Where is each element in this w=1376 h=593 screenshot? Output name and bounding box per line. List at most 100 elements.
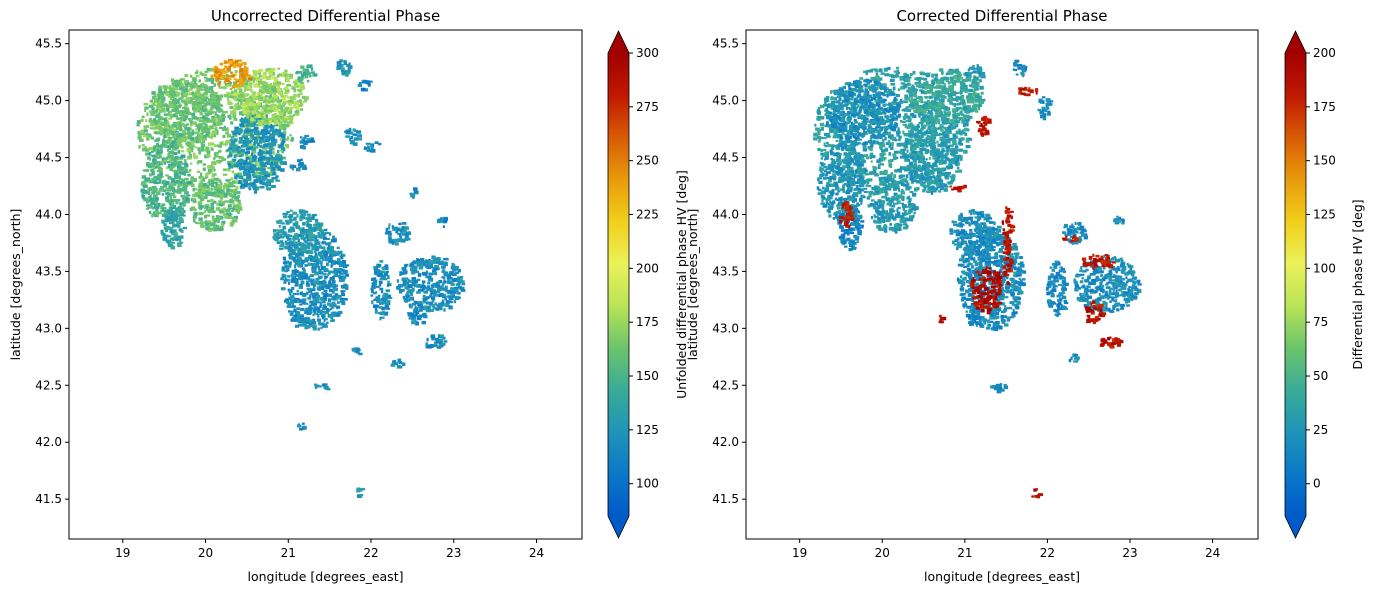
echo-cell bbox=[415, 300, 418, 305]
echo-cell bbox=[301, 294, 305, 297]
echo-cell bbox=[219, 104, 224, 107]
echo-cell bbox=[322, 307, 325, 311]
echo-cell bbox=[277, 129, 282, 133]
echo-cell bbox=[218, 110, 221, 113]
echo-cell bbox=[213, 114, 219, 119]
echo-cell bbox=[428, 344, 433, 348]
echo-cell bbox=[444, 285, 448, 290]
echo-cell bbox=[343, 61, 348, 66]
echo-cell bbox=[339, 297, 344, 301]
echo-cell bbox=[380, 273, 384, 276]
echo-cell bbox=[396, 286, 399, 290]
echo-cell bbox=[374, 291, 378, 294]
echo-cell bbox=[206, 125, 212, 129]
echo-cell bbox=[406, 291, 411, 294]
echo-cell bbox=[189, 154, 192, 158]
echo-cell bbox=[204, 123, 208, 127]
echo-cell bbox=[292, 105, 296, 109]
echo-cell bbox=[169, 192, 174, 197]
echo-cell bbox=[833, 131, 837, 135]
echo-cell bbox=[329, 276, 334, 281]
echo-cell bbox=[328, 288, 333, 292]
echo-cell bbox=[258, 136, 261, 139]
echo-cell bbox=[188, 119, 193, 123]
echo-cell bbox=[332, 235, 336, 240]
echo-cell bbox=[196, 140, 199, 144]
echo-cell bbox=[167, 95, 172, 98]
echo-cell bbox=[197, 102, 201, 106]
echo-cell bbox=[270, 134, 275, 137]
echo-cell bbox=[274, 157, 279, 161]
echo-cell bbox=[252, 70, 257, 73]
echo-cell bbox=[190, 82, 195, 86]
echo-cell bbox=[276, 81, 281, 85]
echo-cell bbox=[148, 210, 152, 215]
echo-cell bbox=[296, 261, 301, 265]
echo-cell bbox=[218, 209, 223, 213]
echo-cell bbox=[262, 140, 266, 143]
echo-cell bbox=[282, 131, 287, 135]
echo-cell bbox=[404, 281, 410, 285]
echo-cell bbox=[213, 83, 216, 87]
echo-cell bbox=[167, 86, 171, 90]
echo-cell bbox=[270, 156, 276, 161]
echo-cell bbox=[156, 99, 162, 103]
echo-cell bbox=[281, 287, 286, 291]
echo-cell bbox=[294, 110, 299, 113]
echo-cell bbox=[292, 211, 298, 215]
echo-cell bbox=[324, 250, 329, 255]
echo-cell bbox=[216, 202, 220, 206]
echo-cell bbox=[304, 274, 308, 278]
echo-cell bbox=[857, 104, 860, 108]
echo-cell bbox=[233, 77, 237, 81]
echo-cell bbox=[374, 307, 378, 311]
echo-cell bbox=[302, 145, 306, 150]
echo-cell bbox=[420, 288, 424, 292]
echo-cell bbox=[284, 86, 288, 91]
echo-cell bbox=[886, 184, 891, 189]
echo-cell bbox=[205, 102, 210, 106]
echo-cell bbox=[323, 296, 328, 300]
echo-cell bbox=[153, 103, 157, 107]
echo-cell bbox=[314, 259, 318, 262]
echo-cell bbox=[248, 113, 252, 117]
echo-cell bbox=[272, 116, 275, 120]
echo-cell bbox=[302, 323, 307, 327]
echo-cell bbox=[914, 98, 917, 101]
echo-cell bbox=[219, 209, 225, 213]
echo-cell bbox=[442, 281, 446, 285]
echo-cell bbox=[188, 101, 192, 104]
echo-cell bbox=[412, 260, 417, 265]
echo-cell bbox=[330, 316, 334, 320]
echo-cell bbox=[450, 277, 453, 280]
echo-cell bbox=[153, 101, 156, 106]
echo-cell bbox=[282, 71, 285, 75]
echo-cell bbox=[252, 105, 255, 109]
echo-cell bbox=[447, 279, 451, 282]
echo-cell bbox=[203, 126, 208, 129]
echo-cell bbox=[205, 117, 210, 121]
echo-cell bbox=[313, 312, 316, 315]
colorbar-tick-label: 150 bbox=[636, 369, 659, 383]
echo-cell bbox=[283, 96, 287, 99]
x-axis-ticks: 19 20 21 22 23 24 bbox=[115, 539, 544, 560]
echo-cell bbox=[259, 78, 263, 83]
echo-cell bbox=[181, 100, 184, 103]
echo-cell bbox=[214, 111, 217, 115]
echo-cell bbox=[210, 80, 215, 85]
echo-cell bbox=[927, 127, 932, 131]
echo-cell bbox=[264, 171, 268, 175]
echo-cell bbox=[163, 122, 167, 126]
colorbar-tick-label: 275 bbox=[636, 100, 659, 114]
echo-cell bbox=[245, 129, 251, 133]
echo-cell bbox=[408, 279, 411, 283]
echo-cell bbox=[306, 291, 309, 296]
echo-cell bbox=[209, 183, 213, 186]
echo-cell bbox=[280, 243, 285, 247]
echo-cell bbox=[426, 288, 429, 291]
echo-cell bbox=[293, 270, 299, 274]
echo-cell bbox=[326, 237, 330, 240]
echo-cell bbox=[194, 131, 199, 135]
echo-cell bbox=[182, 203, 186, 207]
echo-cell bbox=[172, 217, 177, 221]
